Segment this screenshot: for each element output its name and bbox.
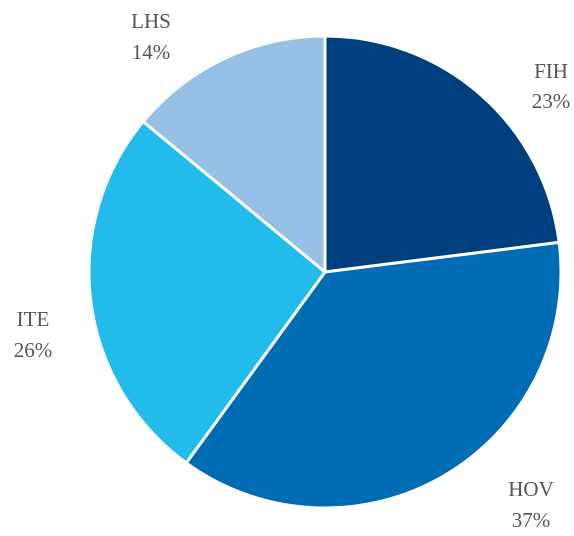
slice-label-fih: FIH bbox=[534, 59, 568, 83]
slice-label-ite: ITE bbox=[17, 307, 50, 331]
slice-percent-ite: 26% bbox=[14, 338, 53, 362]
pie-slices bbox=[87, 34, 563, 510]
pie-slice-fih bbox=[323, 34, 561, 274]
slice-percent-fih: 23% bbox=[532, 89, 571, 113]
slice-percent-hov: 37% bbox=[512, 508, 551, 532]
pie-slice-lhs bbox=[141, 34, 327, 274]
slice-label-hov: HOV bbox=[508, 477, 554, 501]
pie-slice-ite bbox=[87, 120, 327, 465]
slice-percent-lhs: 14% bbox=[132, 40, 171, 64]
slice-label-lhs: LHS bbox=[131, 9, 171, 33]
pie-slice-hov bbox=[184, 240, 563, 510]
